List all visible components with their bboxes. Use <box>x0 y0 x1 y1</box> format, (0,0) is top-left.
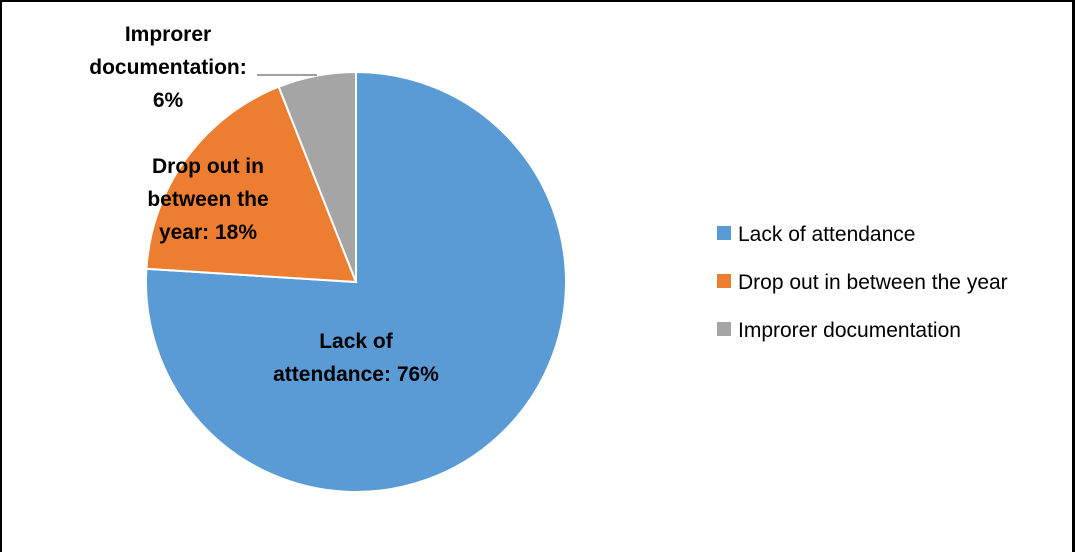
data-label: Drop out in between the year: 18% <box>147 155 268 244</box>
data-label: Improrer documentation: 6% <box>89 23 247 112</box>
pie-slice-drop-out-in-between-the-year <box>145 85 358 284</box>
legend-label: Improrer documentation <box>738 319 961 342</box>
pie-slice-improrer-documentation <box>277 70 357 283</box>
legend-swatch <box>717 274 731 288</box>
legend: Lack of attendance Drop out in between th… <box>717 223 1008 342</box>
legend-label: Drop out in between the year <box>738 271 1008 294</box>
data-labels: Lack of attendance: 76% Drop out in between… <box>89 23 439 386</box>
legend-swatch <box>717 322 731 336</box>
pie-slices <box>144 70 567 493</box>
data-label: Lack of attendance: 76% <box>273 330 439 386</box>
pie-slice-lack-of-attendance <box>144 70 567 493</box>
legend-swatch <box>717 226 731 240</box>
legend-label: Lack of attendance <box>738 223 915 246</box>
